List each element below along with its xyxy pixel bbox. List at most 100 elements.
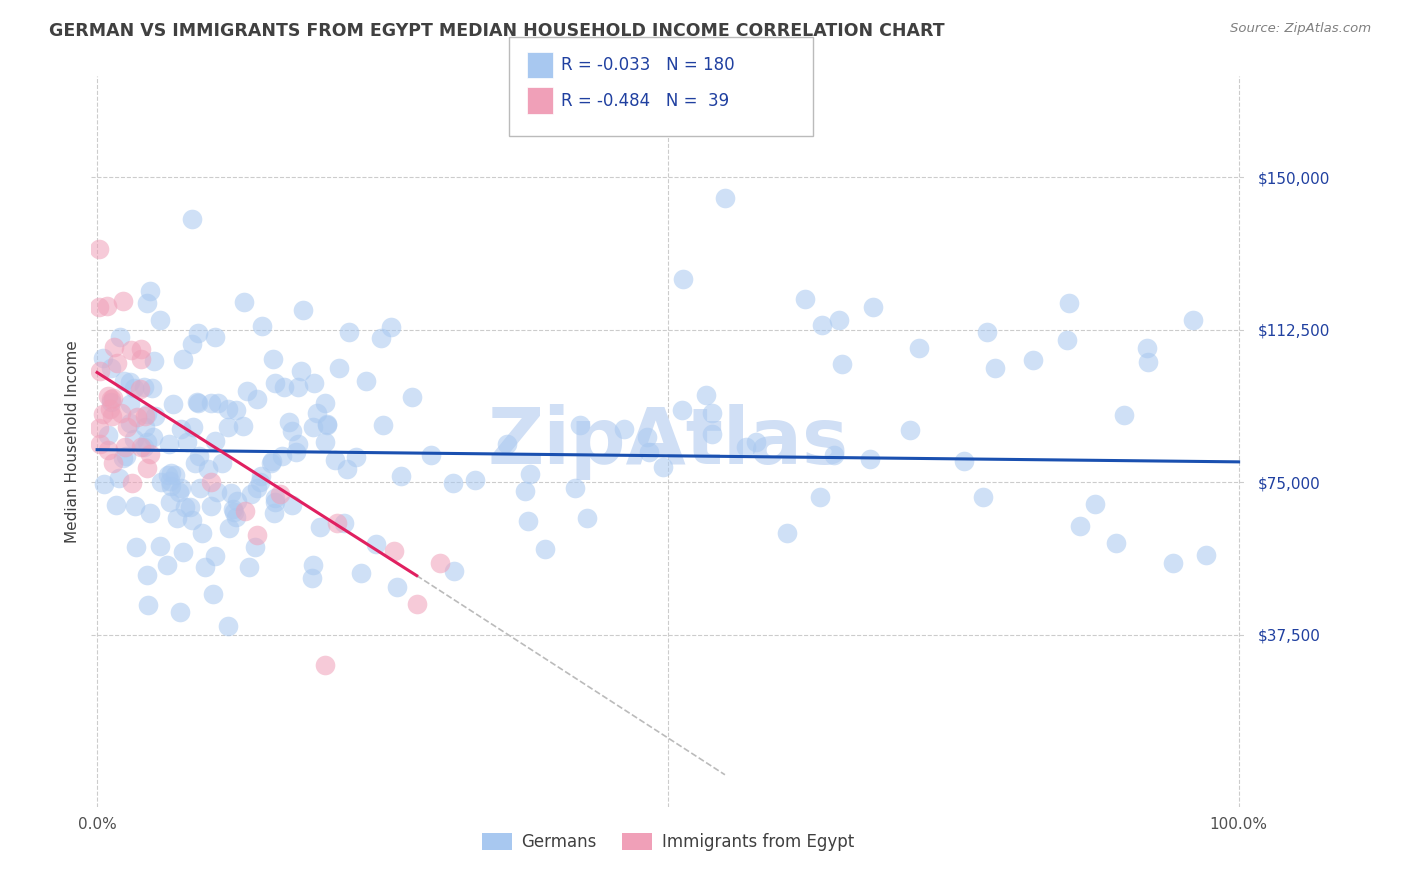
Point <box>181 212 204 227</box>
Point <box>129 382 152 396</box>
Point <box>180 337 202 351</box>
Point <box>287 436 309 450</box>
Point <box>135 296 157 310</box>
Point <box>115 450 138 464</box>
Point <box>249 475 271 489</box>
Point <box>112 374 135 388</box>
Point <box>160 467 183 481</box>
Point <box>101 409 124 424</box>
Point <box>219 486 242 500</box>
Point <box>364 537 387 551</box>
Point <box>1114 409 1136 423</box>
Point <box>301 558 323 573</box>
Point <box>314 435 336 450</box>
Point <box>222 502 245 516</box>
Point <box>217 401 239 416</box>
Point <box>862 301 884 315</box>
Point <box>745 435 768 450</box>
Point <box>149 539 172 553</box>
Point <box>808 490 831 504</box>
Point <box>314 396 336 410</box>
Point <box>263 495 285 509</box>
Point <box>270 449 292 463</box>
Point <box>93 477 115 491</box>
Point <box>218 521 240 535</box>
Point <box>187 396 209 410</box>
Point <box>183 420 205 434</box>
Point <box>793 293 815 307</box>
Point <box>672 272 695 286</box>
Point <box>1022 353 1045 368</box>
Point <box>1057 296 1080 310</box>
Point <box>976 325 998 339</box>
Point <box>302 419 325 434</box>
Point <box>236 384 259 398</box>
Point <box>201 587 224 601</box>
Point <box>200 499 222 513</box>
Point <box>246 392 269 407</box>
Point <box>100 361 122 376</box>
Point <box>160 479 183 493</box>
Point <box>111 294 134 309</box>
Point <box>122 432 145 446</box>
Point <box>100 392 122 407</box>
Point <box>1137 355 1160 369</box>
Point <box>264 376 287 390</box>
Point <box>105 356 128 370</box>
Point <box>134 409 156 424</box>
Point <box>1181 312 1204 326</box>
Point <box>96 389 118 403</box>
Point <box>162 397 184 411</box>
Point <box>534 541 557 556</box>
Point <box>232 418 254 433</box>
Point <box>314 658 336 673</box>
Point <box>235 503 257 517</box>
Point <box>110 406 132 420</box>
Point <box>714 191 737 205</box>
Point <box>405 597 427 611</box>
Point <box>328 361 350 376</box>
Point <box>105 498 128 512</box>
Point <box>115 419 138 434</box>
Point <box>316 418 339 433</box>
Point <box>232 295 254 310</box>
Point <box>134 379 156 393</box>
Point <box>302 376 325 391</box>
Point <box>176 434 198 449</box>
Point <box>122 381 145 395</box>
Point <box>169 605 191 619</box>
Point <box>224 505 246 519</box>
Point <box>972 490 994 504</box>
Point <box>121 476 143 491</box>
Point <box>564 481 586 495</box>
Point <box>191 526 214 541</box>
Point <box>325 453 347 467</box>
Point <box>157 468 180 483</box>
Point <box>1161 556 1184 570</box>
Text: Source: ZipAtlas.com: Source: ZipAtlas.com <box>1230 22 1371 36</box>
Point <box>702 427 724 442</box>
Point <box>124 499 146 513</box>
Point <box>238 560 260 574</box>
Point <box>100 395 122 409</box>
Point <box>898 423 921 437</box>
Point <box>139 447 162 461</box>
Point <box>702 406 724 420</box>
Point <box>114 441 136 455</box>
Point <box>166 510 188 524</box>
Point <box>385 580 408 594</box>
Point <box>89 300 111 314</box>
Point <box>249 469 271 483</box>
Point <box>568 418 591 433</box>
Legend: Germans, Immigrants from Egypt: Germans, Immigrants from Egypt <box>475 826 860 857</box>
Point <box>333 516 356 530</box>
Point <box>443 564 465 578</box>
Point <box>96 300 118 314</box>
Point <box>285 445 308 459</box>
Point <box>831 357 853 371</box>
Point <box>157 437 180 451</box>
Point <box>307 406 329 420</box>
Point <box>277 415 299 429</box>
Point <box>309 520 332 534</box>
Point <box>174 500 197 514</box>
